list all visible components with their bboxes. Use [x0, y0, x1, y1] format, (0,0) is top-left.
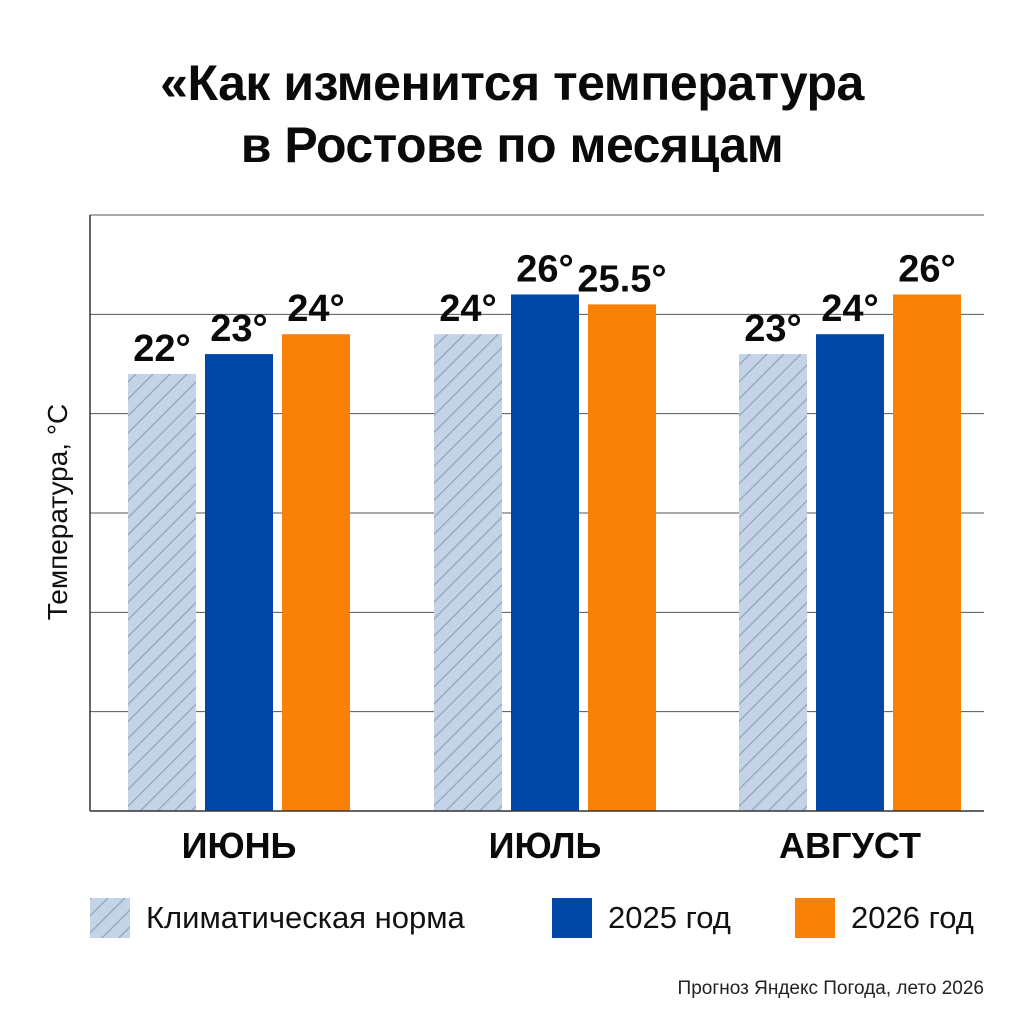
bar-2025-2: [511, 294, 579, 811]
data-label-norm-2: 24°: [439, 288, 496, 330]
data-labels: 22° 23° 24° 24°26° 25.5°23° 24°26°: [133, 248, 955, 369]
x-tick-label-2: ИЮЛЬ: [489, 825, 602, 866]
bar-2025-1: [205, 354, 273, 811]
data-label-2025-2: 26°: [516, 248, 573, 290]
legend-item-2025: 2025 год: [552, 896, 731, 940]
data-label-norm-1: 22°: [133, 328, 190, 370]
x-tick-label-1: ИЮНЬ: [182, 825, 297, 866]
data-label-2025-1: 23°: [210, 308, 267, 350]
bar-2026-2: [588, 304, 656, 811]
data-label-2026-2: 25.5°: [577, 258, 666, 300]
axes: [89, 215, 984, 812]
chart-title-line-2: в Ростове по месяцам: [240, 117, 784, 173]
data-label-2026-1: 24°: [287, 288, 344, 330]
bars: [128, 294, 961, 811]
source-note: Прогноз Яндекс Погода, лето 2026: [677, 978, 984, 999]
data-label-2025-3: 24°: [821, 288, 878, 330]
legend-label-norm: Климатическая норма: [146, 900, 465, 935]
legend-item-2026: 2026 год: [795, 896, 974, 940]
x-tick-labels: ИЮНЬ ИЮЛЬ АВГУСТ: [182, 825, 921, 866]
data-label-norm-3: 23°: [744, 308, 801, 350]
legend-item-norm: Климатическая норма: [90, 896, 465, 940]
legend-label-2025: 2025 год: [608, 900, 731, 935]
bar-2026-3: [893, 294, 961, 811]
legend-swatch-2026: [795, 898, 835, 938]
y-axis-label: Температура, °C: [42, 403, 73, 621]
legend-swatch-norm: [90, 898, 130, 938]
chart-title-line-1: «Как изменится температура: [160, 55, 864, 111]
x-tick-label-3: АВГУСТ: [779, 825, 921, 866]
bar-2026-1: [282, 334, 350, 811]
legend-swatch-2025: [552, 898, 592, 938]
data-label-2026-3: 26°: [898, 248, 955, 290]
legend-label-2026: 2026 год: [851, 900, 974, 935]
legend: Климатическая норма 2025 год 2026 год: [90, 896, 990, 940]
bar-norm-1: [128, 373, 196, 811]
bar-norm-3: [739, 354, 807, 811]
chart-title: «Как изменится температура в Ростове по …: [0, 52, 1024, 176]
bar-2025-3: [816, 334, 884, 811]
bar-norm-2: [434, 334, 502, 811]
